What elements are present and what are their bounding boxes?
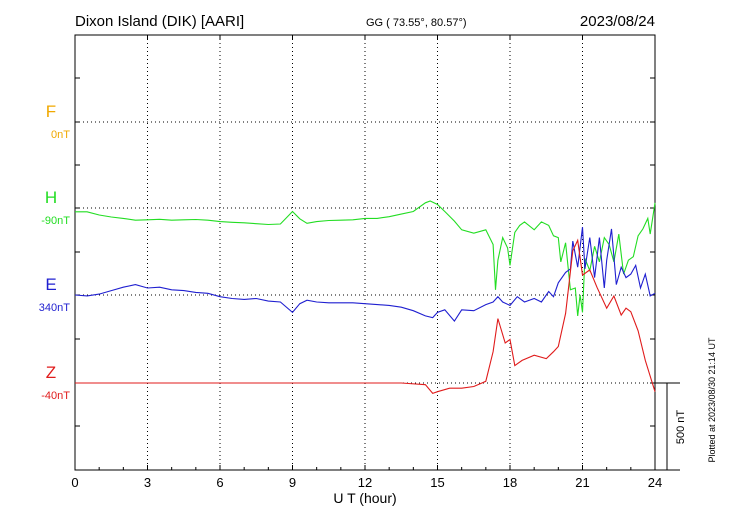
- series-baseline-Z: -40nT: [41, 390, 70, 402]
- scale-bar: 500 nT: [655, 382, 687, 471]
- series-name-F: F: [46, 102, 56, 121]
- series-line-H: [75, 200, 656, 316]
- x-tick-label: 0: [71, 475, 78, 490]
- x-tick-label: 6: [216, 475, 223, 490]
- x-tick-label: 18: [503, 475, 517, 490]
- series-name-H: H: [45, 188, 57, 207]
- grid-lines: [75, 35, 655, 470]
- axis-ticks: [74, 34, 656, 471]
- x-tick-label: 21: [575, 475, 589, 490]
- x-tick-label: 3: [144, 475, 151, 490]
- series-baseline-F: 0nT: [51, 129, 70, 141]
- series-line-Z: [75, 238, 656, 395]
- series-name-E: E: [45, 275, 56, 294]
- plotted-timestamp: Plotted at 2023/08/30 21:14 UT: [707, 337, 717, 463]
- coordinates-label: GG ( 73.55°, 80.57°): [366, 17, 467, 29]
- series-name-Z: Z: [46, 363, 56, 382]
- x-tick-label: 12: [358, 475, 372, 490]
- date-label: 2023/08/24: [580, 13, 655, 30]
- x-tick-labels: 0 3 6 9 12 15 18 21 24: [71, 475, 662, 490]
- series-baseline-E: 340nT: [39, 302, 70, 314]
- x-tick-label: 24: [648, 475, 662, 490]
- series-lines: [74, 200, 656, 395]
- plot-frame: [74, 34, 656, 471]
- station-title: Dixon Island (DIK) [AARI]: [75, 13, 244, 30]
- series-baseline-H: -90nT: [41, 215, 70, 227]
- x-tick-label: 15: [430, 475, 444, 490]
- x-axis-label: U T (hour): [333, 490, 396, 506]
- x-tick-label: 9: [289, 475, 296, 490]
- series-labels: F 0nT H -90nT E 340nT Z -40nT: [39, 102, 70, 402]
- scale-bar-label: 500 nT: [675, 410, 687, 445]
- series-line-E: [74, 227, 656, 323]
